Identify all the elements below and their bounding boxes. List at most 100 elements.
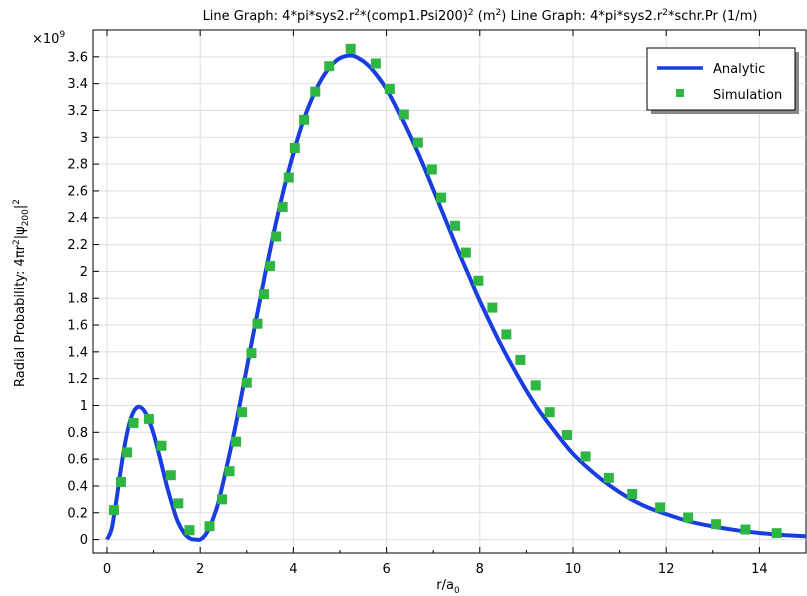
y-multiplier-exponent: 9	[59, 30, 65, 40]
y-label-part: 2	[12, 199, 22, 205]
series-simulation-marker	[231, 436, 242, 447]
series-simulation-marker	[627, 488, 638, 499]
series-simulation-marker	[450, 220, 461, 231]
series-simulation-marker	[204, 521, 215, 532]
y-tick-label: 0.4	[67, 479, 88, 494]
series-simulation-marker	[398, 109, 409, 120]
x-tick-label: 10	[565, 562, 582, 577]
series-markers	[108, 43, 782, 539]
x-tick-label: 2	[196, 562, 204, 577]
series-simulation-marker	[289, 143, 300, 154]
x-axis-label-sub: 0	[454, 586, 460, 596]
series-simulation-marker	[108, 505, 119, 516]
y-tick-label: 1.8	[67, 292, 88, 307]
legend-analytic-label: Analytic	[713, 62, 765, 77]
y-tick-label: 3.6	[67, 50, 88, 65]
y-tick-label: 0.6	[67, 453, 88, 468]
series-simulation-marker	[487, 302, 498, 313]
series-simulation-marker	[711, 519, 722, 530]
y-tick-label: 0	[80, 533, 88, 548]
title-superscript: 2	[354, 8, 360, 18]
y-axis-label: Radial Probability: 4πr2|ψ200|2	[12, 199, 31, 387]
x-tick-label: 12	[658, 562, 675, 577]
series-simulation-marker	[217, 494, 228, 505]
series-simulation-marker	[241, 377, 252, 388]
title-text: *schr.Pr (1/m)	[668, 9, 758, 24]
legend-box	[646, 47, 796, 111]
series-simulation-marker	[436, 192, 447, 203]
series-simulation-marker	[324, 61, 335, 72]
y-tick-label: 3	[80, 131, 88, 146]
series-simulation-marker	[128, 417, 139, 428]
legend: Analytic Simulation	[646, 47, 799, 114]
series-simulation-marker	[683, 512, 694, 523]
x-axis-label: r/a0	[436, 578, 460, 596]
title-text: *(comp1.Psi200)	[360, 9, 468, 24]
series-simulation-marker	[283, 172, 294, 183]
series-simulation-marker	[115, 476, 126, 487]
series-simulation-marker	[271, 231, 282, 242]
x-tick-label: 4	[289, 562, 297, 577]
series-simulation-marker	[501, 329, 512, 340]
series-simulation-marker	[265, 261, 276, 272]
legend-simulation-swatch	[676, 89, 684, 97]
series-simulation-marker	[580, 451, 591, 462]
series-simulation-marker	[384, 84, 395, 95]
series-simulation-marker	[299, 114, 310, 125]
series-simulation-marker	[426, 164, 437, 175]
series-simulation-marker	[370, 58, 381, 69]
series-simulation-marker	[561, 429, 572, 440]
y-label-part: 200	[21, 209, 31, 226]
series-simulation-marker	[603, 472, 614, 483]
series-lines	[105, 53, 806, 542]
title-text: Line Graph: 4*pi*sys2.r	[203, 9, 355, 24]
y-label-part: |ψ	[13, 226, 28, 239]
series-simulation-marker	[165, 470, 176, 481]
y-tick-label: 2.6	[67, 184, 88, 199]
series-simulation-marker	[655, 502, 666, 513]
series-simulation-marker	[224, 466, 235, 477]
x-tick-label: 8	[476, 562, 484, 577]
series-simulation-marker	[515, 354, 526, 365]
x-tick-label: 6	[382, 562, 390, 577]
y-tick-label: 0.8	[67, 426, 88, 441]
title-text: (m	[474, 9, 496, 24]
x-axis-label-main: r/a	[436, 578, 454, 593]
y-tick-label: 1	[80, 399, 88, 414]
title-superscript: 2	[496, 8, 502, 18]
chart-title: Line Graph: 4*pi*sys2.r2*(comp1.Psi200)2…	[203, 8, 758, 24]
series-simulation-marker	[173, 498, 184, 509]
series-simulation-marker	[460, 247, 471, 258]
y-tick-label: 3.4	[67, 77, 88, 92]
series-simulation-marker	[184, 525, 195, 536]
legend-simulation-label: Simulation	[713, 88, 782, 103]
y-tick-label: 1.2	[67, 372, 88, 387]
title-superscript: 2	[468, 8, 474, 18]
series-simulation-marker	[143, 413, 154, 424]
y-tick-label: 2	[80, 265, 88, 280]
title-superscript: 2	[662, 8, 668, 18]
series-analytic-line	[105, 53, 806, 542]
x-tick-label: 14	[751, 562, 768, 577]
y-label-part: 2	[12, 239, 22, 245]
y-tick-label: 0.2	[67, 506, 88, 521]
series-simulation-marker	[345, 43, 356, 54]
title-text: ) Line Graph: 4*pi*sys2.r	[501, 9, 663, 24]
series-simulation-marker	[277, 202, 288, 213]
y-tick-label: 2.2	[67, 238, 88, 253]
y-multiplier-base: ×10	[32, 32, 59, 47]
y-tick-label: 1.4	[67, 345, 88, 360]
y-tick-label: 2.8	[67, 158, 88, 173]
y-label-part: |	[13, 205, 28, 209]
y-multiplier: ×109	[32, 30, 65, 47]
series-simulation-marker	[473, 275, 484, 286]
series-simulation-marker	[544, 407, 555, 418]
series-simulation-marker	[530, 380, 541, 391]
y-tick-label: 2.4	[67, 211, 88, 226]
y-label-part: Radial Probability: 4πr	[13, 244, 28, 387]
series-simulation-marker	[412, 137, 423, 148]
series-simulation-marker	[237, 407, 248, 418]
series-simulation-marker	[740, 524, 751, 535]
series-simulation-marker	[771, 528, 782, 539]
